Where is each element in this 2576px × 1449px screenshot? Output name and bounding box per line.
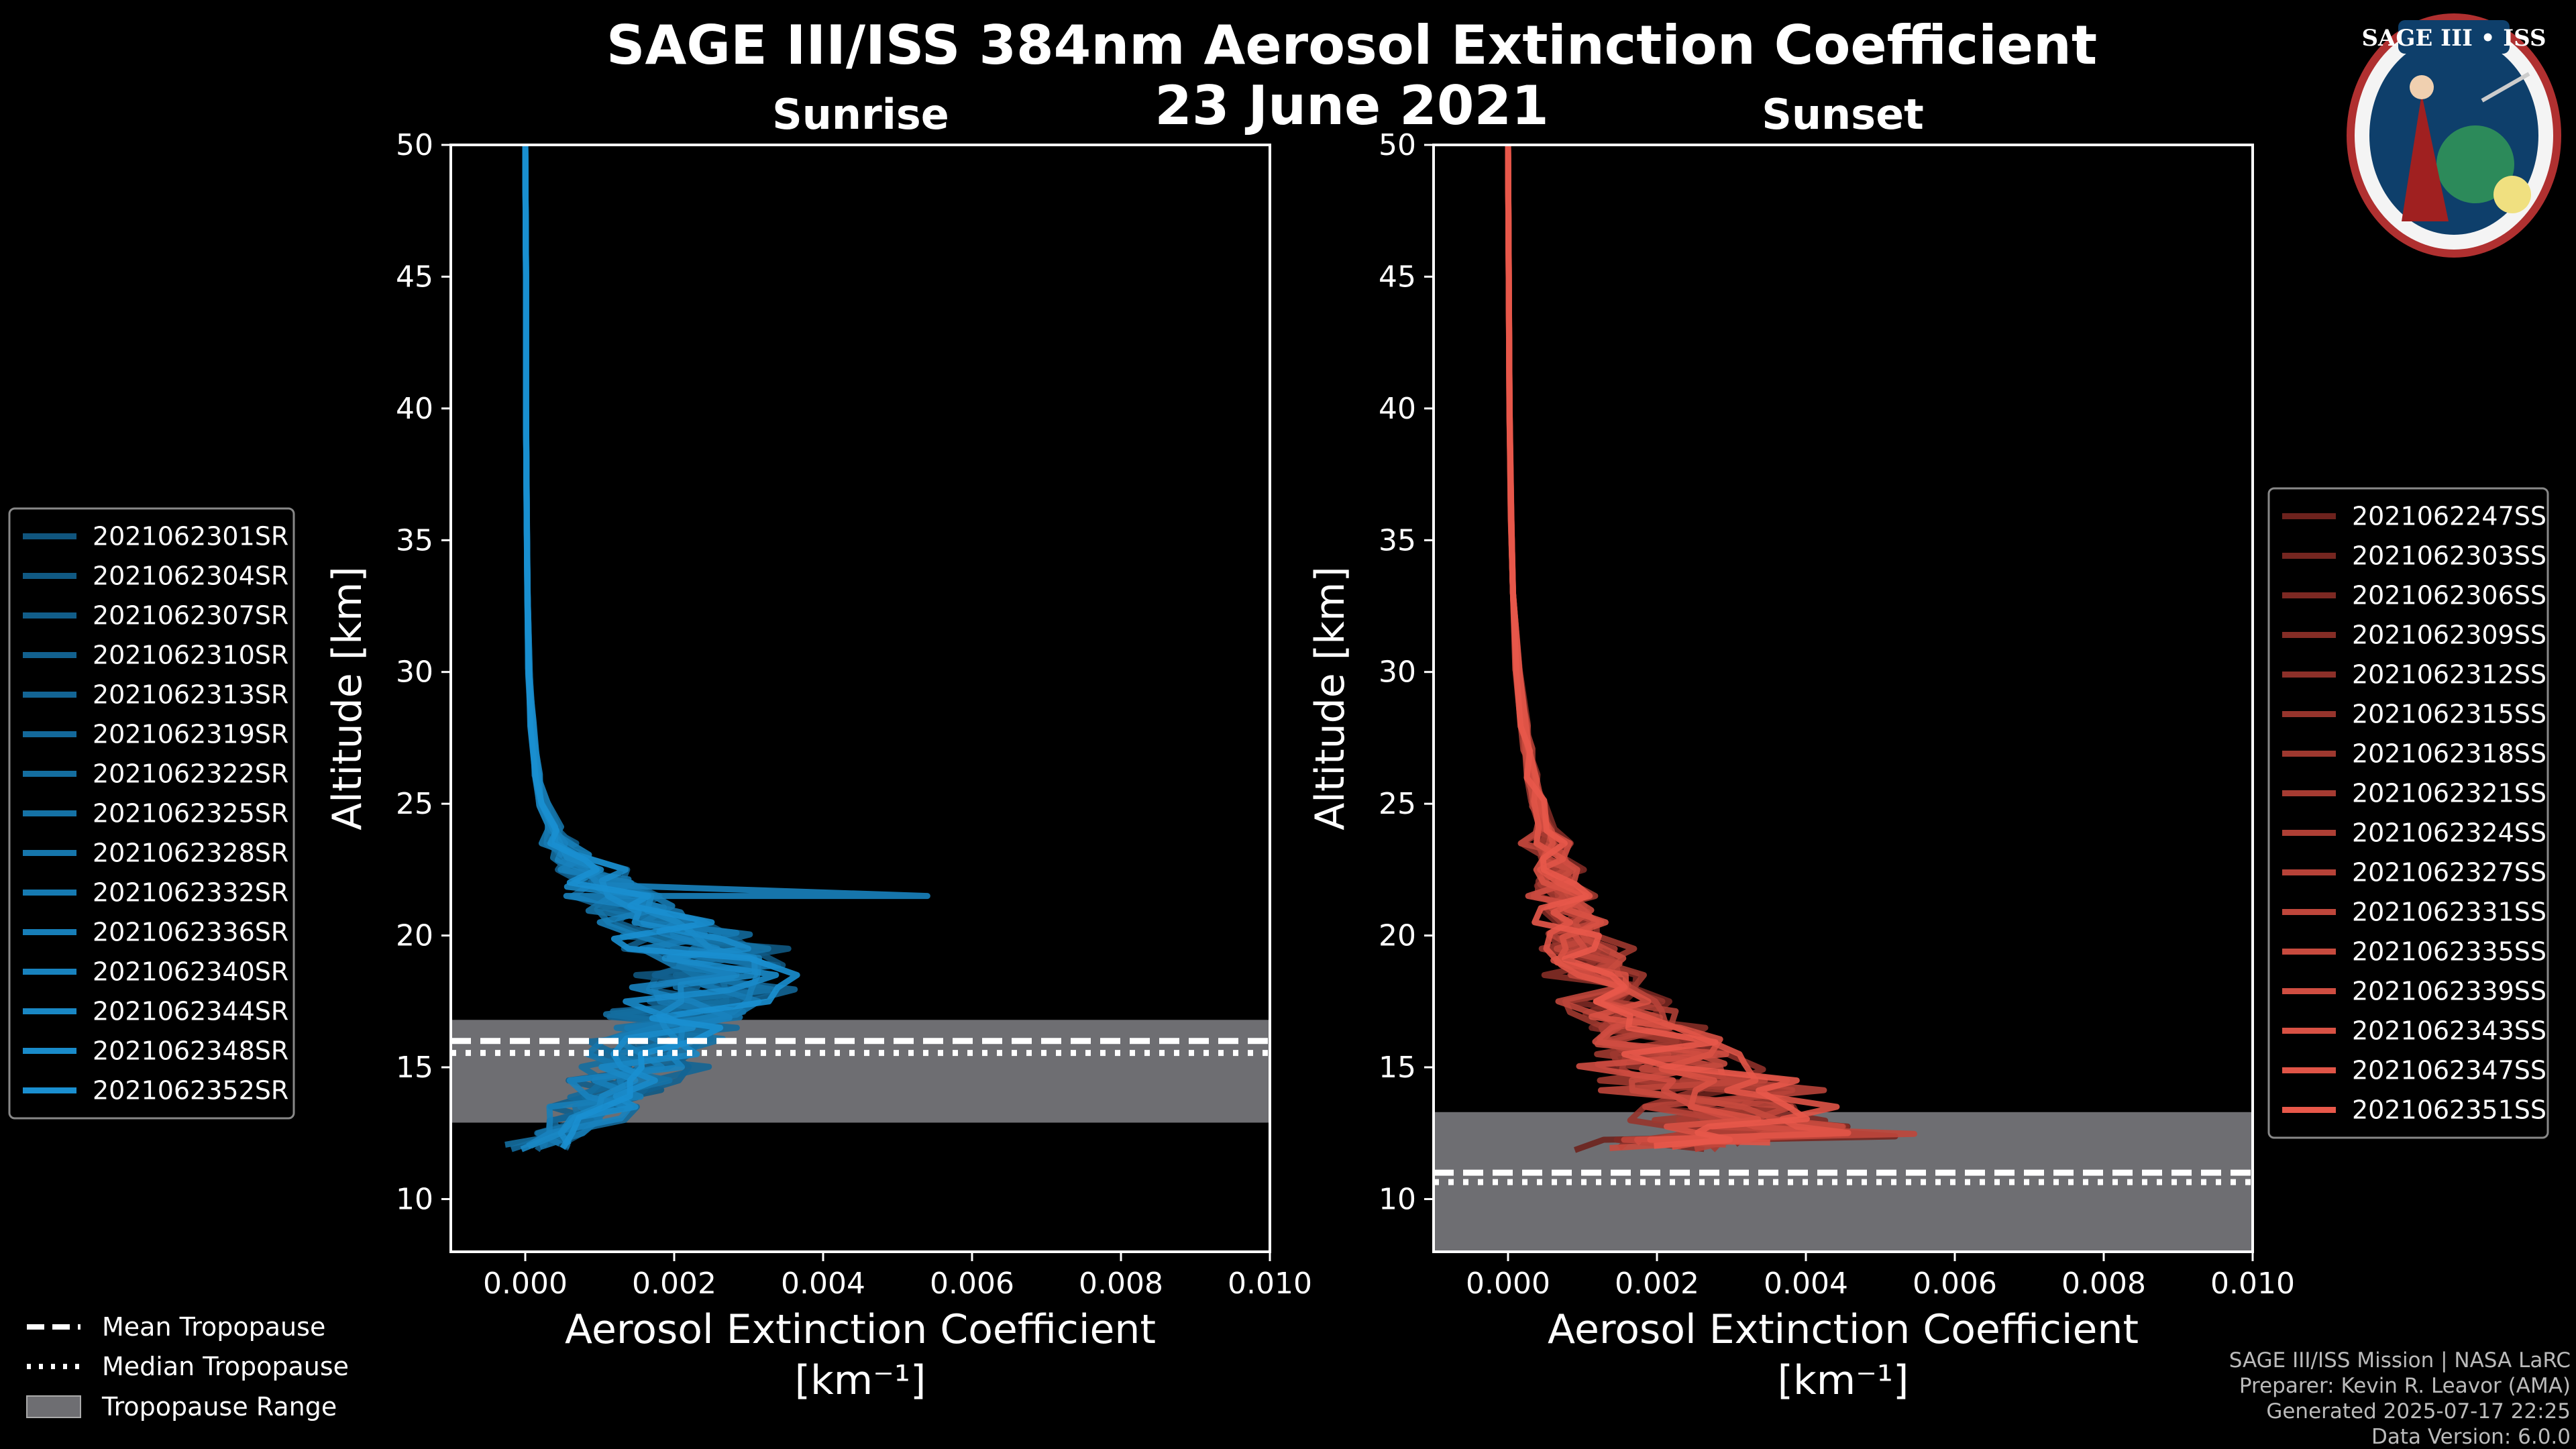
legend-label-2021062319SR: 2021062319SR (93, 720, 288, 749)
legend-label-2021062307SR: 2021062307SR (93, 601, 288, 631)
y-tick-label: 50 (1379, 128, 1416, 162)
y-tick-label: 40 (396, 392, 433, 426)
mean-tropopause-label: Mean Tropopause (102, 1312, 325, 1342)
y-tick-label: 25 (1379, 787, 1416, 821)
x-axis-units: [km⁻¹] (795, 1357, 926, 1404)
legend-label-2021062328SR: 2021062328SR (93, 839, 288, 868)
median-tropopause-label: Median Tropopause (102, 1352, 349, 1381)
y-tick-label: 30 (1379, 655, 1416, 690)
figure-title: SAGE III/ISS 384nm Aerosol Extinction Co… (606, 14, 2097, 76)
legend-label-2021062335SS: 2021062335SS (2352, 937, 2546, 967)
legend-label-2021062343SS: 2021062343SS (2352, 1016, 2546, 1046)
y-axis-label: Altitude [km] (324, 566, 371, 830)
legend-label-2021062310SR: 2021062310SR (93, 641, 288, 670)
profile-line-2021062347SS (1505, 145, 1851, 1146)
legend-label-2021062348SR: 2021062348SR (93, 1036, 288, 1066)
logo-text: SAGE III • ISS (2361, 25, 2546, 52)
legend-frame (8, 507, 295, 1120)
tropopause-range-label: Tropopause Range (101, 1392, 337, 1421)
legend-label-2021062325SR: 2021062325SR (93, 799, 288, 828)
figure-date: 23 June 2021 (1155, 74, 1549, 137)
y-axis-label: Altitude [km] (1307, 566, 1354, 830)
plot-frame (449, 144, 1271, 1253)
y-tick-label: 25 (396, 787, 433, 821)
tropopause-range-swatch (26, 1395, 81, 1418)
legend-label-2021062351SS: 2021062351SS (2352, 1095, 2546, 1125)
plot-area (1434, 145, 2253, 1252)
x-tick-label: 0.002 (1615, 1267, 1699, 1301)
legend-label-2021062318SS: 2021062318SS (2352, 739, 2546, 769)
legend-frame (2267, 487, 2549, 1139)
profiles (504, 145, 930, 1152)
legend-label-2021062247SS: 2021062247SS (2352, 502, 2546, 531)
sunrise-panel: 10 15 20 25 30 35 40 45 50 0.000 0.002 0.004 0.006 0.… (324, 90, 1312, 1404)
legend-label-2021062322SR: 2021062322SR (93, 759, 288, 789)
legend-label-2021062344SR: 2021062344SR (93, 997, 288, 1026)
x-tick-label: 0.008 (1079, 1267, 1163, 1301)
y-tick-label: 10 (396, 1182, 433, 1216)
y-tick-label: 35 (1379, 523, 1416, 557)
x-tick-label: 0.000 (483, 1267, 568, 1301)
legend-label-2021062306SS: 2021062306SS (2352, 581, 2546, 610)
legend-label-2021062304SR: 2021062304SR (93, 561, 288, 591)
legend-label-2021062301SR: 2021062301SR (93, 522, 288, 551)
credit-preparer: Preparer: Kevin R. Leavor (AMA) (2239, 1374, 2571, 1398)
legend-label-2021062339SS: 2021062339SS (2352, 977, 2546, 1006)
y-tick-label: 15 (1379, 1051, 1416, 1085)
x-tick-label: 0.004 (781, 1267, 865, 1301)
x-axis-label: Aerosol Extinction Coefficient (565, 1306, 1156, 1353)
legend-label-2021062352SR: 2021062352SR (93, 1076, 288, 1106)
x-tick-label: 0.008 (2061, 1267, 2146, 1301)
legend-label-2021062327SS: 2021062327SS (2352, 858, 2546, 888)
panel-title: Sunset (1762, 90, 1924, 139)
legend-label-2021062336SR: 2021062336SR (93, 918, 288, 947)
x-axis-units: [km⁻¹] (1778, 1357, 1909, 1404)
credit-generated: Generated 2025-07-17 22:25 (2266, 1399, 2571, 1424)
tropopause-legend: Mean Tropopause Median Tropopause Tropop… (26, 1312, 349, 1421)
legend-label-2021062313SR: 2021062313SR (93, 680, 288, 710)
x-tick-label: 0.000 (1466, 1267, 1550, 1301)
x-tick-label: 0.006 (1913, 1267, 1997, 1301)
sage-logo: SAGE III • ISS (2347, 13, 2561, 258)
sunset-panel: 10 15 20 25 30 35 40 45 50 0.000 0.002 0.004 0.006 0.… (1307, 90, 2295, 1404)
x-tick-label: 0.004 (1764, 1267, 1848, 1301)
y-tick-label: 20 (1379, 919, 1416, 953)
x-axis-label: Aerosol Extinction Coefficient (1548, 1306, 2139, 1353)
y-tick-label: 10 (1379, 1182, 1416, 1216)
x-tick-label: 0.010 (1228, 1267, 1312, 1301)
panel-title: Sunrise (772, 90, 949, 139)
profile-line-2021062352SR (522, 148, 800, 1150)
y-tick-label: 15 (396, 1051, 433, 1085)
legend-label-2021062324SS: 2021062324SS (2352, 818, 2546, 848)
legend-label-2021062340SR: 2021062340SR (93, 957, 288, 987)
sunset-legend: 2021062247SS 2021062303SS 2021062306SS 2021… (2267, 487, 2549, 1139)
profile-line-2021062351SS (1505, 146, 1810, 1149)
sunrise-legend: 2021062301SR 2021062304SR 2021062307SR 2021… (8, 507, 295, 1120)
legend-label-2021062321SS: 2021062321SS (2352, 779, 2546, 808)
x-tick-label: 0.010 (2210, 1267, 2295, 1301)
legend-label-2021062315SS: 2021062315SS (2352, 700, 2546, 729)
plot-frame (1432, 144, 2254, 1253)
legend-label-2021062303SS: 2021062303SS (2352, 541, 2546, 571)
y-tick-label: 45 (1379, 260, 1416, 294)
y-tick-label: 30 (396, 655, 433, 690)
legend-label-2021062332SR: 2021062332SR (93, 878, 288, 908)
legend-label-2021062347SS: 2021062347SS (2352, 1056, 2546, 1085)
x-tick-label: 0.006 (930, 1267, 1014, 1301)
credits: SAGE III/ISS Mission | NASA LaRC Prepare… (2229, 1348, 2571, 1449)
y-tick-label: 35 (396, 523, 433, 557)
y-tick-label: 20 (396, 919, 433, 953)
legend-label-2021062309SS: 2021062309SS (2352, 621, 2546, 650)
legend-label-2021062331SS: 2021062331SS (2352, 898, 2546, 927)
credit-mission: SAGE III/ISS Mission | NASA LaRC (2229, 1348, 2571, 1373)
x-tick-label: 0.002 (632, 1267, 716, 1301)
y-tick-label: 40 (1379, 392, 1416, 426)
legend-label-2021062312SS: 2021062312SS (2352, 660, 2546, 690)
credit-version: Data Version: 6.0.0 (2371, 1425, 2571, 1449)
profiles (1505, 145, 1917, 1153)
y-tick-label: 50 (396, 128, 433, 162)
y-tick-label: 45 (396, 260, 433, 294)
